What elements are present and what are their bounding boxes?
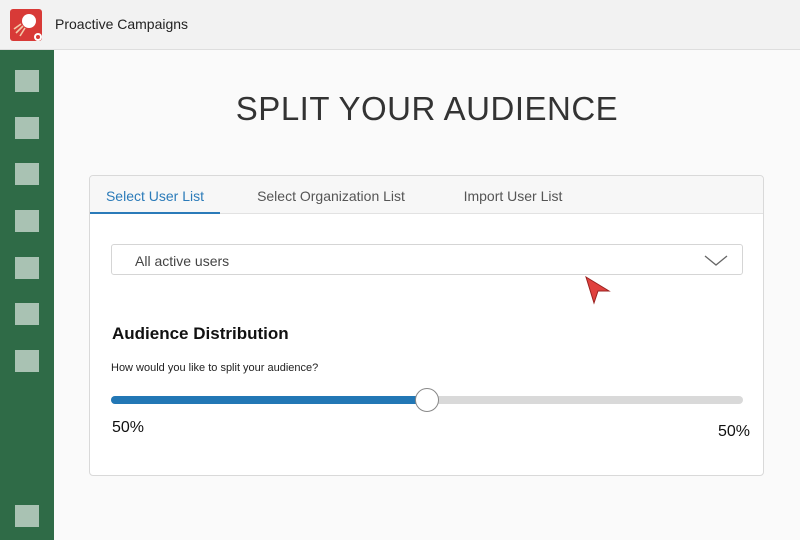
split-right-percentage: 50% bbox=[717, 423, 750, 440]
sidebar-item-1-icon[interactable] bbox=[15, 70, 39, 92]
user-list-select[interactable]: All active users bbox=[111, 244, 743, 275]
chevron-down-icon bbox=[704, 255, 728, 266]
split-slider-track[interactable] bbox=[111, 388, 743, 412]
sidebar-item-4-icon[interactable] bbox=[15, 210, 39, 232]
tab-bar: Select User List Select Organization Lis… bbox=[90, 176, 763, 214]
campaign-logo-icon[interactable] bbox=[10, 9, 42, 41]
sidebar-item-3-icon[interactable] bbox=[15, 163, 39, 185]
top-bar: Proactive Campaigns bbox=[0, 0, 800, 50]
split-slider-handle[interactable] bbox=[415, 388, 439, 412]
app-title: Proactive Campaigns bbox=[55, 16, 189, 32]
tab-select-user-list[interactable]: Select User List bbox=[90, 176, 220, 214]
split-left-percentage: 50% bbox=[112, 419, 145, 436]
audience-card: Select User List Select Organization Lis… bbox=[89, 175, 764, 476]
mouse-pointer-icon bbox=[585, 275, 611, 305]
sidebar-item-2-icon[interactable] bbox=[15, 117, 39, 139]
page-title: SPLIT YOUR AUDIENCE bbox=[235, 90, 619, 127]
sidebar-item-6-icon[interactable] bbox=[15, 303, 39, 325]
sidebar-item-bottom-icon[interactable] bbox=[15, 505, 39, 527]
sidebar bbox=[0, 50, 54, 540]
tab-select-organization-list[interactable]: Select Organization List bbox=[257, 188, 405, 204]
sidebar-item-5-icon[interactable] bbox=[15, 257, 39, 279]
user-list-select-value: All active users bbox=[135, 253, 230, 269]
tab-import-user-list[interactable]: Import User List bbox=[463, 188, 563, 204]
split-slider-fill bbox=[111, 396, 427, 404]
audience-distribution-heading: Audience Distribution bbox=[112, 324, 289, 343]
split-question: How would you like to split your audienc… bbox=[111, 362, 319, 374]
sidebar-item-7-icon[interactable] bbox=[15, 350, 39, 372]
